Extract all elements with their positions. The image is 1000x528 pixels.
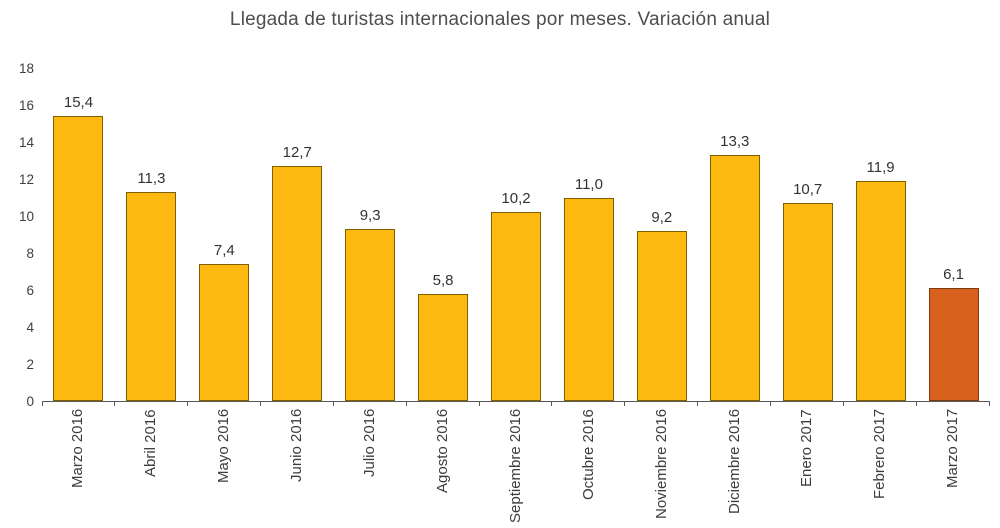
x-axis-tick (770, 402, 772, 406)
bar-value-label: 9,3 (359, 206, 381, 224)
y-axis-tick-label: 6 (26, 282, 34, 298)
x-axis-label-slot: Marzo 2016 (42, 409, 115, 528)
bar-column: 10,7 (771, 68, 845, 406)
chart-title: Llegada de turistas internacionales por … (229, 9, 771, 30)
x-axis-label: Diciembre 2016 (725, 409, 743, 515)
x-axis-label: Febrero 2017 (871, 409, 889, 500)
x-axis-tick (113, 402, 115, 406)
y-axis-tick-label: 0 (26, 393, 34, 409)
y-axis-tick-label: 16 (18, 97, 34, 113)
x-axis-label: Julio 2016 (360, 409, 378, 478)
bar-value-label: 11,9 (866, 158, 895, 176)
bar (782, 203, 833, 401)
x-axis-tick (259, 402, 261, 406)
x-axis-label-slot: Enero 2017 (771, 409, 844, 528)
bar (345, 228, 396, 401)
x-axis-label-slot: Julio 2016 (334, 409, 407, 528)
x-axis-label: Mayo 2016 (215, 409, 233, 484)
bar-column: 12,7 (261, 68, 334, 406)
y-axis-tick-label: 8 (26, 245, 34, 261)
bar-value-label: 5,8 (432, 271, 454, 289)
x-axis-label-slot: Junio 2016 (261, 409, 334, 528)
bar (272, 166, 323, 401)
y-axis-tick-label: 2 (26, 356, 34, 372)
bar-value-label: 15,4 (63, 94, 94, 112)
y-axis-tick-labels: 0 2 4 6 8 10 12 14 16 18 (0, 61, 34, 407)
bar (126, 191, 177, 401)
x-axis-label-slot: Noviembre 2016 (625, 409, 698, 528)
x-axis-label: Octubre 2016 (579, 409, 597, 500)
x-axis-label-slot: Diciembre 2016 (698, 409, 771, 528)
x-axis-label-slot: Agosto 2016 (407, 409, 480, 528)
bar-value-label: 7,4 (213, 242, 235, 260)
y-axis-tick-label: 10 (18, 208, 34, 224)
x-axis-label-slot: Octubre 2016 (552, 409, 625, 528)
x-axis-tick (42, 402, 43, 406)
bar (199, 264, 250, 401)
x-axis-tick (843, 402, 845, 406)
bar-value-label: 11,3 (137, 169, 166, 187)
bar-value-label: 10,2 (501, 190, 531, 208)
x-axis-label: Enero 2017 (798, 409, 816, 487)
bar-column: 11,0 (552, 68, 626, 406)
bar-column: 13,3 (698, 68, 772, 406)
x-axis-tick (697, 402, 699, 406)
plot-area: 15,4 11,3 7,4 12,7 9,3 5,8 10,2 11,0 9,2 13,3 10,7… (42, 68, 990, 406)
x-axis-tick (624, 402, 626, 406)
x-axis-label: Abril 2016 (142, 409, 160, 477)
x-axis-label: Septiembre 2016 (506, 409, 524, 524)
bar-column: 11,9 (844, 68, 918, 406)
x-axis-tick (551, 402, 553, 406)
bar-value-label: 11,0 (574, 175, 603, 193)
x-axis-label: Marzo 2016 (69, 409, 87, 489)
y-axis-tick-label: 18 (18, 60, 34, 76)
bar-value-label: 6,1 (943, 266, 964, 284)
bar-column: 5,8 (407, 68, 480, 406)
bar-column: 10,2 (480, 68, 553, 406)
x-axis-tick (405, 402, 407, 406)
x-axis-labels: Marzo 2016 Abril 2016 Mayo 2016 Junio 2016 J… (42, 409, 990, 528)
bar (418, 293, 469, 401)
x-axis-label-slot: Febrero 2017 (844, 409, 917, 528)
x-axis-tick (916, 402, 918, 406)
bar-column: 9,2 (625, 68, 699, 406)
x-axis-tick (332, 402, 334, 406)
x-axis-tick (478, 402, 480, 406)
x-axis-label-slot: Abril 2016 (115, 409, 188, 528)
bar-value-label: 13,3 (720, 132, 750, 150)
bar-value-label: 12,7 (282, 144, 312, 162)
y-axis-tick-label: 4 (26, 319, 34, 335)
bar-column: 6,1 (917, 68, 990, 406)
x-axis-label-slot: Marzo 2017 (917, 409, 990, 528)
bar-column: 15,4 (42, 68, 115, 406)
bar-column: 7,4 (188, 68, 261, 406)
x-axis-label: Agosto 2016 (433, 409, 451, 494)
bar-column: 9,3 (334, 68, 407, 406)
x-axis-label-slot: Mayo 2016 (188, 409, 261, 528)
x-axis-label: Noviembre 2016 (652, 409, 670, 520)
x-axis-tick (186, 402, 188, 406)
bar-columns: 15,4 11,3 7,4 12,7 9,3 5,8 10,2 11,0 9,2 13,3 10,7… (42, 68, 990, 406)
bar-column: 11,3 (115, 68, 188, 406)
bar (855, 180, 906, 401)
x-axis-tick (988, 402, 990, 406)
bar (709, 154, 760, 401)
bar (563, 197, 614, 401)
x-axis-label-slot: Septiembre 2016 (480, 409, 553, 528)
x-axis-label: Marzo 2017 (944, 409, 962, 489)
bar-value-label: 9,2 (651, 208, 673, 226)
bar (636, 230, 687, 401)
bar-value-label: 10,7 (793, 181, 823, 199)
bar (490, 212, 541, 401)
y-axis-tick-label: 14 (18, 134, 34, 150)
bar (928, 288, 979, 401)
x-axis-label: Junio 2016 (287, 409, 305, 483)
y-axis-tick-label: 12 (18, 171, 34, 187)
bar (53, 116, 104, 401)
